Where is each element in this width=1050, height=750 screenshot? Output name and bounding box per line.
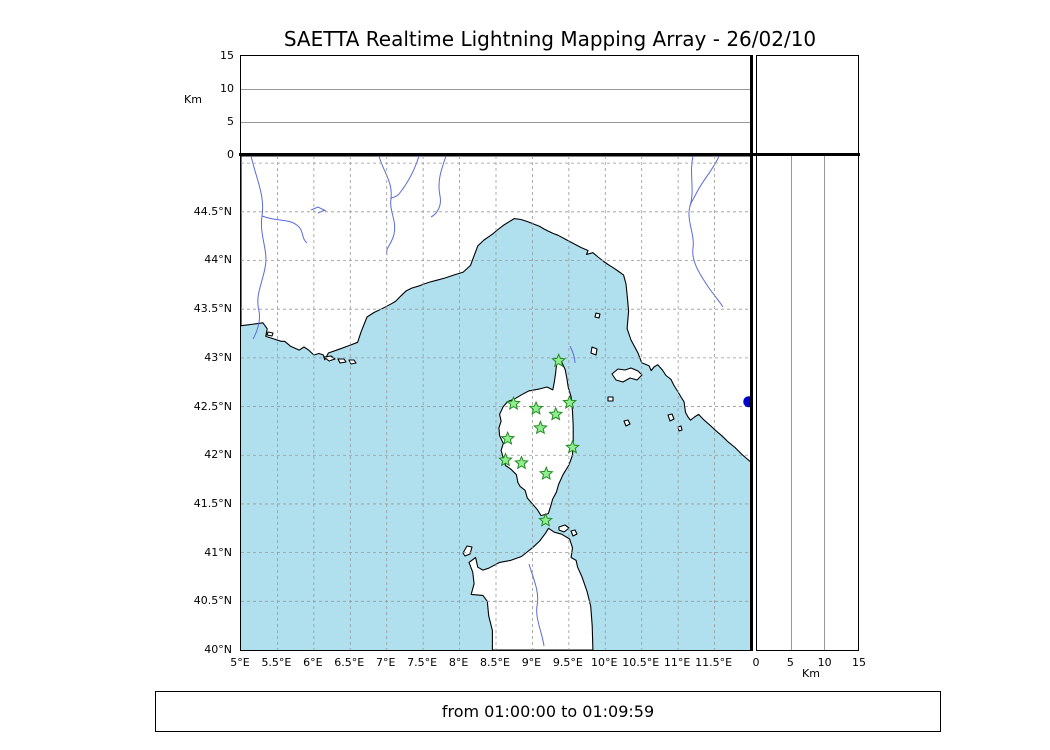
longitude-tick-label: 5°E [230, 656, 250, 669]
station-star-marker [538, 512, 553, 527]
station-star-marker [514, 455, 529, 470]
island [337, 358, 347, 364]
island [570, 529, 578, 537]
river [688, 156, 724, 308]
latitude-tick-label: 42.5°N [193, 399, 232, 413]
map-svg [241, 156, 751, 650]
island [607, 396, 614, 402]
station-star-marker [551, 352, 567, 368]
altitude-tick-label-right: 10 [817, 656, 832, 669]
map-top-divider [239, 153, 860, 156]
altitude-gridline [790, 156, 792, 650]
longitude-tick-label: 5.5°E [261, 656, 292, 669]
latitude-tick-label: 40°N [204, 643, 232, 656]
longitude-tick-label: 9°E [521, 656, 542, 669]
latitude-tick-label: 41.5°N [193, 496, 232, 510]
longitude-tick-label: 6.5°E [334, 656, 365, 669]
altitude-tick-label-right: 15 [852, 656, 866, 669]
longitude-tick-label: 10°E [591, 656, 618, 669]
station-star-marker [506, 395, 521, 410]
island [266, 331, 274, 337]
island [594, 312, 601, 319]
rivers [250, 156, 724, 647]
altitude-tick-label-top: 10 [220, 82, 234, 95]
altitude-axis-label-right: Km [802, 667, 820, 680]
latitude-tick-label: 43.5°N [193, 302, 232, 316]
river [261, 215, 308, 244]
longitude-tick-label: 6°E [303, 656, 323, 669]
river [390, 156, 420, 200]
station-star-marker [498, 452, 513, 467]
island [590, 346, 598, 356]
corner-panel [756, 55, 859, 156]
altitude-tick-label-top: 15 [220, 49, 234, 62]
island [623, 419, 631, 427]
latitude-tick-label: 40.5°N [193, 594, 232, 608]
landmasses [241, 156, 751, 650]
island [677, 425, 683, 432]
blue-dot-marker [743, 396, 751, 408]
station-star-marker [500, 430, 516, 446]
longitude-tick-label: 7°E [375, 656, 396, 669]
latitude-tick-label: 43°N [204, 350, 232, 364]
map-panel [240, 155, 752, 651]
river [569, 345, 576, 364]
river [378, 156, 396, 256]
latitude-tick-label: 42°N [204, 448, 232, 462]
altitude-axis-label-top: Km [184, 93, 202, 106]
altitude-tick-label-top: 5 [227, 115, 234, 128]
longitude-tick-label: 10.5°E [622, 656, 660, 669]
altitude-gridline [241, 122, 751, 123]
island [667, 413, 675, 422]
river [689, 156, 720, 207]
altitude-gridline [241, 89, 751, 90]
station-star-marker [562, 394, 578, 409]
mainland-coastline [241, 156, 751, 463]
latitude-tick-label: 44.5°N [193, 204, 232, 218]
map-right-divider [750, 55, 753, 651]
station-markers [498, 352, 580, 527]
figure-title: SAETTA Realtime Lightning Mapping Array … [283, 27, 817, 51]
station-star-marker [565, 439, 580, 454]
station-star-marker [533, 420, 548, 435]
longitude-tick-label: 9.5°E [552, 656, 583, 669]
altitude-tick-label-right: 0 [752, 656, 760, 669]
river [250, 156, 267, 340]
longitude-tick-label: 8.5°E [480, 656, 510, 669]
source-dots [743, 396, 751, 408]
time-range-box: from 01:00:00 to 01:09:59 [155, 691, 941, 732]
river [528, 563, 545, 647]
time-range-text: from 01:00:00 to 01:09:59 [441, 702, 655, 721]
altitude-tick-label-right: 5 [786, 656, 794, 669]
station-star-marker [538, 465, 554, 481]
river [430, 156, 447, 218]
longitude-tick-label: 11.5°E [695, 656, 733, 669]
station-star-marker [528, 400, 544, 415]
island [462, 545, 473, 557]
island [558, 524, 570, 533]
latitude-tick-label: 41°N [204, 545, 232, 559]
altitude-vs-longitude-panel [240, 55, 752, 156]
longitude-tick-label: 7.5°E [407, 656, 438, 669]
longitude-tick-label: 11°E [663, 656, 691, 669]
island [323, 355, 336, 362]
longitude-tick-label: 8°E [448, 656, 469, 669]
altitude-tick-label-top: 0 [227, 148, 234, 161]
station-star-marker [548, 406, 564, 421]
altitude-gridline [824, 156, 826, 650]
latitude-tick-label: 44°N [204, 253, 232, 267]
altitude-vs-latitude-panel [756, 155, 859, 651]
corsica [498, 356, 574, 517]
